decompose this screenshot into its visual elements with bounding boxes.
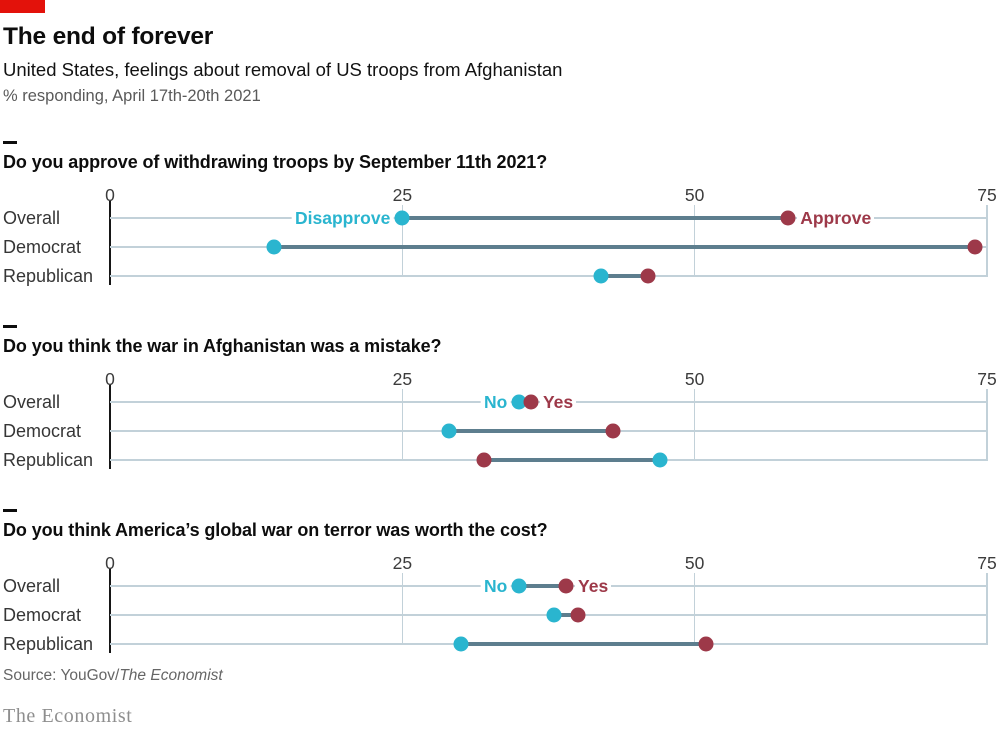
row-gridline: [110, 275, 987, 277]
series-label-yes: Yes: [539, 392, 577, 412]
data-point-approve: [640, 268, 656, 284]
x-axis-tick-label: 0: [105, 185, 115, 205]
x-axis: 0 25 50 75: [105, 369, 997, 389]
x-axis: 0 25 50 75: [105, 185, 997, 205]
economist-logo: The Economist: [3, 705, 133, 727]
page-title: The end of forever: [3, 23, 214, 50]
x-axis: 0 25 50 75: [105, 553, 997, 573]
x-gridline: [401, 573, 404, 645]
row-label: Overall: [3, 208, 61, 228]
data-point-no: [511, 394, 527, 410]
row-label: Overall: [3, 392, 61, 412]
connector-line: [273, 245, 976, 249]
series-label-approve: Approve: [797, 208, 875, 228]
page-dateline: % responding, April 17th-20th 2021: [3, 87, 261, 105]
data-point-approve: [780, 210, 796, 226]
x-axis-tick-label: 25: [392, 185, 413, 205]
x-axis-tick-label: 50: [684, 185, 705, 205]
chart-title: Do you approve of withdrawing troops by …: [3, 152, 548, 172]
y-axis-spine: [109, 385, 111, 469]
section-dash: [3, 141, 17, 144]
source-prefix: Source: YouGov/: [3, 667, 120, 684]
x-axis-tick-label: 50: [684, 369, 705, 389]
data-point-disapprove: [266, 239, 282, 255]
x-axis-tick-label: 25: [392, 369, 413, 389]
section-dash: [3, 509, 17, 512]
source-line: Source: YouGov/The Economist: [3, 667, 1000, 684]
dumbbell-plot: Overall No Yes Democrat Republican: [3, 569, 988, 654]
connector-line: [460, 642, 707, 646]
row-label: Democrat: [3, 237, 82, 257]
chart-title: Do you think the war in Afghanistan was …: [3, 336, 442, 356]
chart-section-war-on-terror-cost: Do you think America’s global war on ter…: [3, 509, 1000, 654]
connector-line: [554, 613, 578, 617]
connector-line: [484, 458, 660, 462]
x-axis-tick-label: 25: [392, 553, 413, 573]
dumbbell-plot: Overall No Yes Democrat Republican: [3, 385, 988, 470]
series-label-disapprove: Disapprove: [292, 208, 394, 228]
page-subtitle: United States, feelings about removal of…: [3, 59, 563, 80]
data-point-yes: [605, 423, 621, 439]
row-label: Overall: [3, 576, 61, 596]
data-point-no: [546, 607, 562, 623]
data-point-yes: [476, 452, 492, 468]
data-point-yes: [570, 607, 586, 623]
data-point-disapprove: [394, 210, 410, 226]
x-gridline: [986, 389, 988, 461]
x-gridline: [986, 205, 988, 277]
data-point-approve: [967, 239, 983, 255]
x-axis-tick-label: 50: [684, 553, 705, 573]
data-point-no: [453, 636, 469, 652]
chart-section-approve-withdrawal: Do you approve of withdrawing troops by …: [3, 141, 1000, 286]
x-gridline: [401, 389, 404, 461]
series-label-no: No: [480, 392, 511, 412]
row-label: Democrat: [3, 605, 82, 625]
connector-line: [519, 584, 567, 588]
row-label: Republican: [3, 634, 94, 654]
x-axis-tick-label: 75: [977, 369, 997, 389]
x-gridline: [693, 205, 696, 277]
row-label: Republican: [3, 266, 94, 286]
connector-line: [449, 429, 613, 433]
x-gridline: [401, 205, 404, 277]
data-point-disapprove: [593, 268, 609, 284]
chart-title: Do you think America’s global war on ter…: [3, 520, 548, 540]
x-gridline: [693, 389, 696, 461]
y-axis-spine: [109, 569, 111, 653]
x-gridline: [986, 573, 988, 645]
dumbbell-plot: Overall Disapprove Approve Democrat Republic…: [3, 201, 988, 286]
row-label: Republican: [3, 450, 94, 470]
connector-line: [402, 216, 789, 220]
row-label: Democrat: [3, 421, 82, 441]
series-label-yes: Yes: [575, 576, 612, 596]
x-axis-tick-label: 75: [977, 185, 997, 205]
y-axis-spine: [109, 201, 111, 285]
x-axis-tick-label: 75: [977, 553, 997, 573]
series-label-no: No: [480, 576, 511, 596]
x-axis-tick-label: 0: [105, 553, 115, 573]
data-point-no: [511, 578, 527, 594]
data-point-no: [652, 452, 668, 468]
data-point-yes: [698, 636, 714, 652]
chart-section-war-mistake: Do you think the war in Afghanistan was …: [3, 325, 1000, 470]
section-dash: [3, 325, 17, 328]
x-gridline: [693, 573, 696, 645]
data-point-yes: [558, 578, 574, 594]
connector-line: [601, 274, 648, 278]
economist-red-tab: [0, 0, 45, 13]
data-point-no: [441, 423, 457, 439]
x-axis-tick-label: 0: [105, 369, 115, 389]
source-publication: The Economist: [119, 667, 223, 684]
data-point-yes: [523, 394, 539, 410]
